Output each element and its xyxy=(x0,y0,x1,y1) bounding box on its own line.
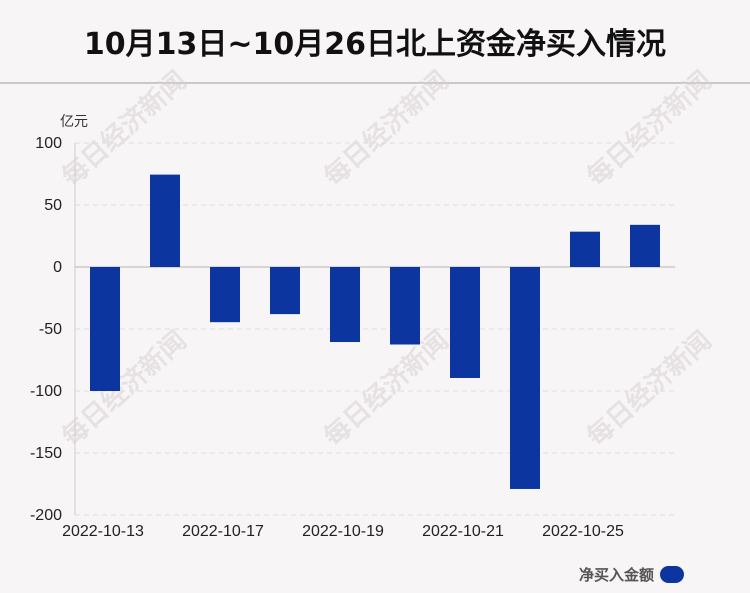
watermark-text: 每日经济新闻 xyxy=(56,325,193,452)
watermark-text: 每日经济新闻 xyxy=(581,325,718,452)
watermark-text: 每日经济新闻 xyxy=(581,65,718,192)
bar xyxy=(90,267,120,391)
chart-title: 10月13日~10月26日北上资金净买入情况 xyxy=(83,27,667,62)
watermark-text: 每日经济新闻 xyxy=(318,325,455,452)
y-tick-label: 50 xyxy=(44,197,62,214)
grid-lines xyxy=(75,142,675,516)
x-tick-label: 2022-10-21 xyxy=(422,523,504,540)
legend: 净买入金额 xyxy=(579,564,684,585)
legend-label: 净买入金额 xyxy=(578,566,654,584)
y-tick-label: -200 xyxy=(30,507,62,524)
bar xyxy=(210,267,240,323)
watermark-text: 每日经济新闻 xyxy=(318,65,455,192)
legend-swatch xyxy=(660,566,684,583)
bar xyxy=(450,267,480,378)
y-tick-label: 100 xyxy=(35,135,62,152)
bar xyxy=(390,267,420,345)
y-tick-label: 0 xyxy=(53,259,62,276)
bar xyxy=(270,267,300,315)
x-tick-label: 2022-10-13 xyxy=(62,523,144,540)
bar-series xyxy=(90,174,660,489)
x-tick-label: 2022-10-19 xyxy=(302,523,384,540)
x-tick-label: 2022-10-17 xyxy=(182,523,264,540)
y-axis-unit: 亿元 xyxy=(60,114,88,130)
bar xyxy=(150,174,180,267)
y-tick-label: -50 xyxy=(39,321,62,338)
chart-header: 10月13日~10月26日北上资金净买入情况 xyxy=(0,0,750,84)
bar xyxy=(570,231,600,267)
bar xyxy=(510,267,540,489)
y-tick-label: -150 xyxy=(30,445,62,462)
bar xyxy=(330,267,360,343)
bar xyxy=(630,224,660,267)
y-tick-label: -100 xyxy=(30,383,62,400)
x-tick-label: 2022-10-25 xyxy=(542,523,624,540)
